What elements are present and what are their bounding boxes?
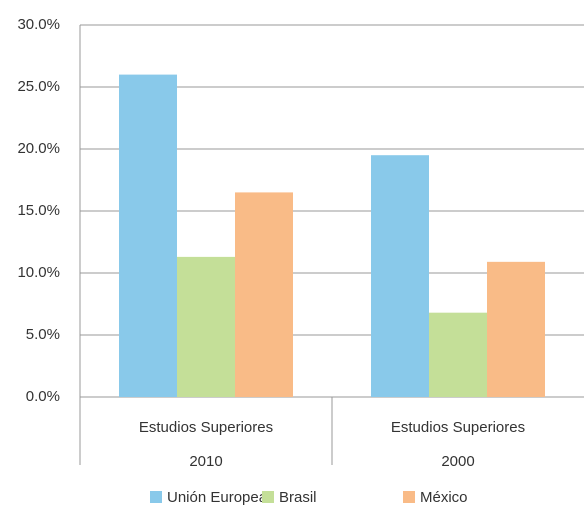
y-tick-label: 10.0% bbox=[17, 264, 60, 281]
legend-swatch bbox=[150, 491, 162, 503]
bar bbox=[429, 312, 487, 397]
x-tick-label: Estudios Superiores bbox=[139, 419, 273, 436]
y-tick-label: 20.0% bbox=[17, 140, 60, 157]
bar bbox=[487, 261, 545, 397]
x-tick-label: Estudios Superiores bbox=[391, 419, 525, 436]
y-tick-label: 0.0% bbox=[26, 388, 60, 405]
y-tick-label: 25.0% bbox=[17, 78, 60, 95]
legend-label: Brasil bbox=[279, 489, 317, 506]
bar bbox=[371, 155, 429, 397]
y-tick-label: 5.0% bbox=[26, 326, 60, 343]
x-tick-label: 2010 bbox=[189, 453, 222, 470]
bar bbox=[119, 74, 177, 397]
bar bbox=[177, 256, 235, 397]
legend-label: México bbox=[420, 489, 468, 506]
legend-label: Unión Europea bbox=[167, 489, 268, 506]
bar bbox=[235, 192, 293, 397]
y-tick-label: 30.0% bbox=[17, 16, 60, 33]
legend-swatch bbox=[403, 491, 415, 503]
y-tick-label: 15.0% bbox=[17, 202, 60, 219]
x-tick-label: 2000 bbox=[441, 453, 474, 470]
legend-swatch bbox=[262, 491, 274, 503]
